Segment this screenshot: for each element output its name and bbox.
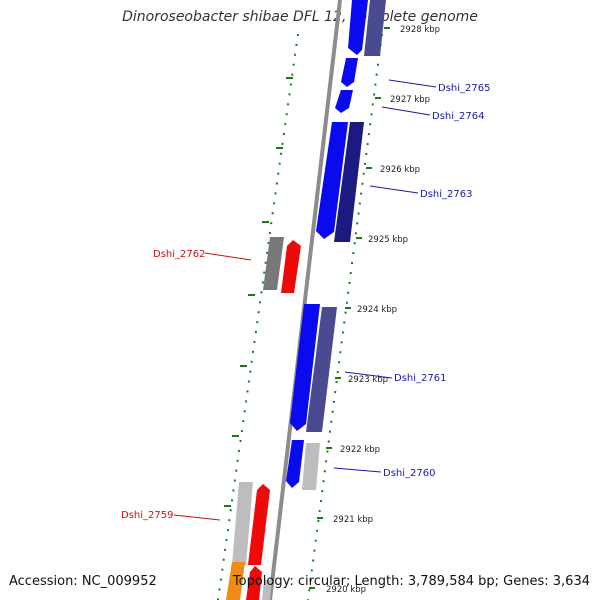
genome-backbone (268, 0, 342, 600)
label-leaders (173, 79, 437, 521)
gene-shape-top-b[interactable] (364, 0, 386, 56)
gene-shape-dshi-2759[interactable] (248, 484, 270, 565)
map-title: Dinoroseobacter shibae DFL 12, complete … (122, 9, 478, 25)
gene-label-dshi-2761[interactable]: Dshi_2761 (394, 373, 446, 384)
gene-label-dshi-2763[interactable]: Dshi_2763 (420, 189, 472, 200)
tick-label-2923: 2923 kbp (348, 375, 388, 385)
gene-shape-dshi-2759-gray[interactable] (232, 482, 253, 565)
gene-shape-dshi-2762-gray[interactable] (263, 237, 284, 290)
tick-label-2925: 2925 kbp (368, 235, 408, 245)
gene-label-dshi-2765[interactable]: Dshi_2765 (438, 83, 490, 94)
gene-shape-dshi-2760[interactable] (286, 440, 304, 488)
tick-label-2920: 2920 kbp (326, 585, 366, 595)
tick-label-2926: 2926 kbp (380, 165, 420, 175)
forward-genes (286, 0, 386, 490)
gene-shape-bottom-red[interactable] (246, 566, 262, 600)
gene-label-dshi-2759[interactable]: Dshi_2759 (121, 510, 173, 521)
gene-shape-dshi-2765[interactable] (341, 58, 358, 87)
gene-label-dshi-2760[interactable]: Dshi_2760 (383, 468, 435, 479)
gene-shape-dshi-2764[interactable] (335, 90, 353, 113)
tick-marks (224, 27, 390, 589)
reverse-genes (226, 237, 301, 600)
tick-label-2928: 2928 kbp (400, 25, 440, 35)
gene-shape-bottom-gray[interactable] (262, 580, 272, 600)
gene-shape-dshi-2761[interactable] (290, 304, 320, 431)
tick-label-2921: 2921 kbp (333, 515, 373, 525)
gene-shape-top[interactable] (348, 0, 368, 55)
gene-shape-dshi-2762[interactable] (281, 240, 301, 293)
gene-shape-dshi-2763-b[interactable] (334, 122, 364, 242)
tick-label-2922: 2922 kbp (340, 445, 380, 455)
genome-stats-text: Topology: circular; Length: 3,789,584 bp… (232, 574, 590, 589)
tick-label-2924: 2924 kbp (357, 305, 397, 315)
tick-label-2927: 2927 kbp (390, 95, 430, 105)
gene-shape-dshi-2761-b[interactable] (306, 307, 337, 432)
gene-shape-dshi-2763[interactable] (316, 122, 348, 239)
gene-shape-dshi-2760-b[interactable] (302, 443, 320, 490)
accession-text: Accession: NC_009952 (9, 574, 157, 589)
gene-label-dshi-2764[interactable]: Dshi_2764 (432, 111, 484, 122)
gene-label-dshi-2762[interactable]: Dshi_2762 (153, 249, 205, 260)
gene-shape-orange[interactable] (226, 562, 245, 600)
